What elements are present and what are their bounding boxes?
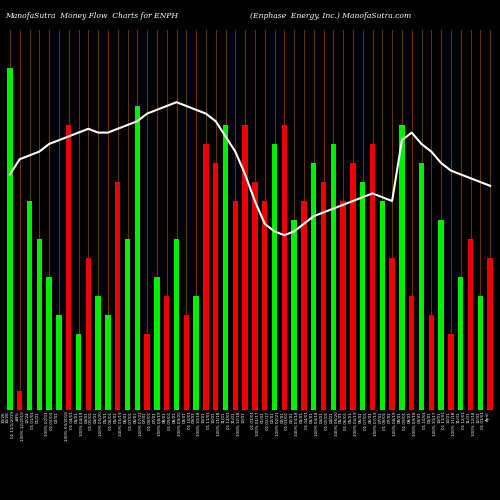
Bar [321,182,326,410]
Bar [380,201,385,410]
Bar [340,201,346,410]
Bar [428,315,434,410]
Bar [409,296,414,410]
Bar [438,220,444,410]
Bar [262,201,268,410]
Bar [252,182,258,410]
Bar [134,106,140,410]
Text: ManofaSutra  Money Flow  Charts for ENPH: ManofaSutra Money Flow Charts for ENPH [5,12,178,20]
Bar [27,201,32,410]
Bar [96,296,101,410]
Bar [194,296,199,410]
Bar [282,125,287,410]
Bar [125,239,130,410]
Bar [115,182,120,410]
Bar [311,163,316,410]
Bar [66,125,71,410]
Bar [184,315,189,410]
Text: (Enphase  Energy, Inc.) ManofaSutra.com: (Enphase Energy, Inc.) ManofaSutra.com [250,12,411,20]
Bar [36,239,42,410]
Bar [17,391,22,410]
Bar [419,163,424,410]
Bar [76,334,81,410]
Bar [213,163,218,410]
Bar [292,220,297,410]
Bar [478,296,483,410]
Bar [56,315,62,410]
Bar [458,277,464,410]
Bar [488,258,493,410]
Bar [468,239,473,410]
Bar [223,125,228,410]
Bar [7,68,12,410]
Bar [86,258,91,410]
Bar [301,201,306,410]
Bar [350,163,356,410]
Bar [272,144,277,410]
Bar [174,239,179,410]
Bar [390,258,395,410]
Bar [370,144,375,410]
Bar [144,334,150,410]
Bar [154,277,160,410]
Bar [242,125,248,410]
Bar [399,125,404,410]
Bar [448,334,454,410]
Bar [330,144,336,410]
Bar [164,296,170,410]
Bar [360,182,366,410]
Bar [203,144,208,410]
Bar [105,315,110,410]
Bar [46,277,52,410]
Bar [232,201,238,410]
